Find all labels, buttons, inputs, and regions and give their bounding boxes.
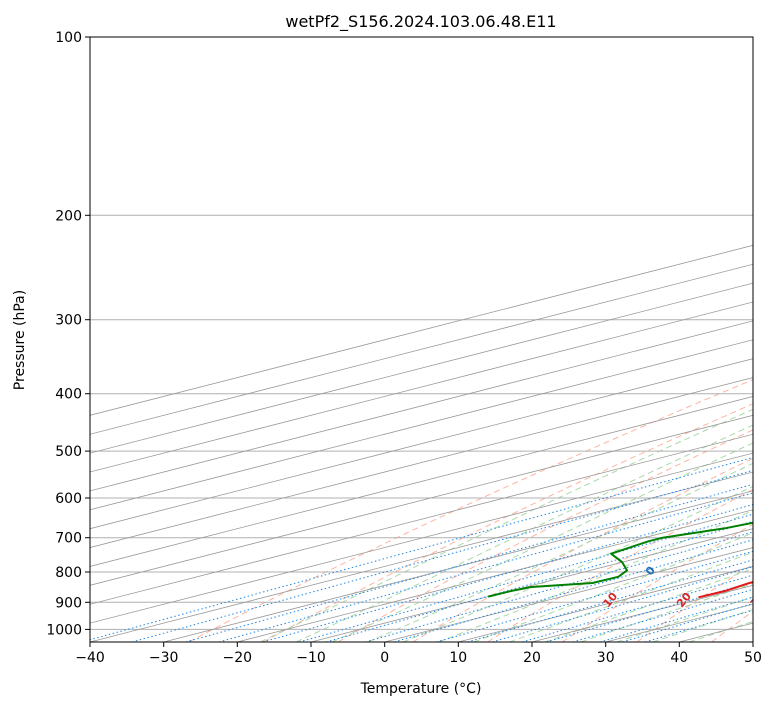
dry-adiabat-line [337, 429, 753, 642]
y-tick-label: 700 [55, 531, 82, 547]
mixing-ratio-line [131, 469, 753, 642]
moist-adiabat-line [580, 582, 753, 642]
isotherm-line [90, 452, 753, 624]
mixing-ratio-line [467, 559, 753, 642]
isotherm-line [90, 433, 753, 605]
mixing-ratio-lines [90, 456, 753, 642]
x-tick-label: −40 [75, 650, 105, 666]
mixing-ratio-line [90, 456, 753, 641]
x-tick-label: 0 [380, 650, 389, 666]
mixing-ratio-line [546, 581, 753, 642]
mixing-ratio-line [262, 504, 753, 642]
x-tick-label: −10 [296, 650, 326, 666]
x-tick-label: 50 [744, 650, 762, 666]
x-tick-label: −20 [223, 650, 253, 666]
mixing-ratio-line [492, 566, 753, 642]
mixing-ratio-line [521, 574, 753, 642]
moist-adiabat-line [509, 551, 753, 642]
dry-adiabat-line [636, 563, 753, 642]
x-tick-label: 30 [597, 650, 615, 666]
isotherm-line [90, 320, 753, 492]
moist-adiabats [259, 408, 753, 642]
x-tick-label: −30 [149, 650, 179, 666]
moist-adiabat-line [616, 596, 753, 642]
y-tick-label: 1000 [46, 622, 82, 638]
mixing-ratio-line [394, 539, 753, 642]
mixing-ratio-line [218, 492, 753, 642]
skewed-isotherms [90, 244, 753, 642]
x-axis-ticks: −40 −30 −20 −10 0 10 20 30 40 50 [75, 642, 762, 666]
y-tick-label: 900 [55, 595, 82, 611]
y-tick-label: 300 [55, 313, 82, 329]
isotherm-line [90, 282, 753, 454]
moist-adiabat-line [367, 462, 753, 642]
mixing-ratio-line [436, 550, 753, 642]
y-tick-label: 100 [55, 30, 82, 46]
isotherm-line [163, 490, 753, 642]
chart-title: wetPf2_S156.2024.103.06.48.E11 [285, 12, 556, 32]
isotherm-line [310, 528, 753, 642]
x-tick-label: 10 [449, 650, 467, 666]
isotherm-line [90, 414, 753, 586]
isotherm-line [90, 301, 753, 473]
moist-adiabat-line [331, 442, 753, 642]
x-tick-label: 20 [523, 650, 541, 666]
mixing-ratio-line [299, 513, 753, 642]
y-tick-label: 400 [55, 387, 82, 403]
dry-adiabat-line [188, 379, 753, 642]
isotherm-line [90, 263, 753, 435]
y-tick-label: 600 [55, 491, 82, 507]
dry-adiabat-line [263, 403, 753, 642]
isotherm-line [90, 377, 753, 548]
moist-adiabat-line [402, 485, 753, 642]
isotherm-line [90, 244, 753, 416]
isotherm-line [237, 509, 753, 642]
y-axis-label: Pressure (hPa) [12, 290, 28, 390]
y-tick-label: 500 [55, 444, 82, 460]
isotherm-line [90, 471, 753, 642]
y-axis-ticks: 100 200 300 400 500 600 700 800 900 1000 [46, 30, 90, 638]
isotherm-label: 30 [748, 590, 768, 610]
y-tick-label: 800 [55, 565, 82, 581]
moist-adiabat-line [438, 509, 753, 642]
dewpoint-profile-line [487, 521, 753, 598]
profile-series [487, 521, 753, 599]
x-tick-label: 40 [670, 650, 688, 666]
isotherm-line [90, 396, 753, 567]
x-axis-label: Temperature (°C) [360, 681, 482, 697]
plot-frame [89, 36, 754, 643]
y-tick-label: 200 [55, 208, 82, 224]
